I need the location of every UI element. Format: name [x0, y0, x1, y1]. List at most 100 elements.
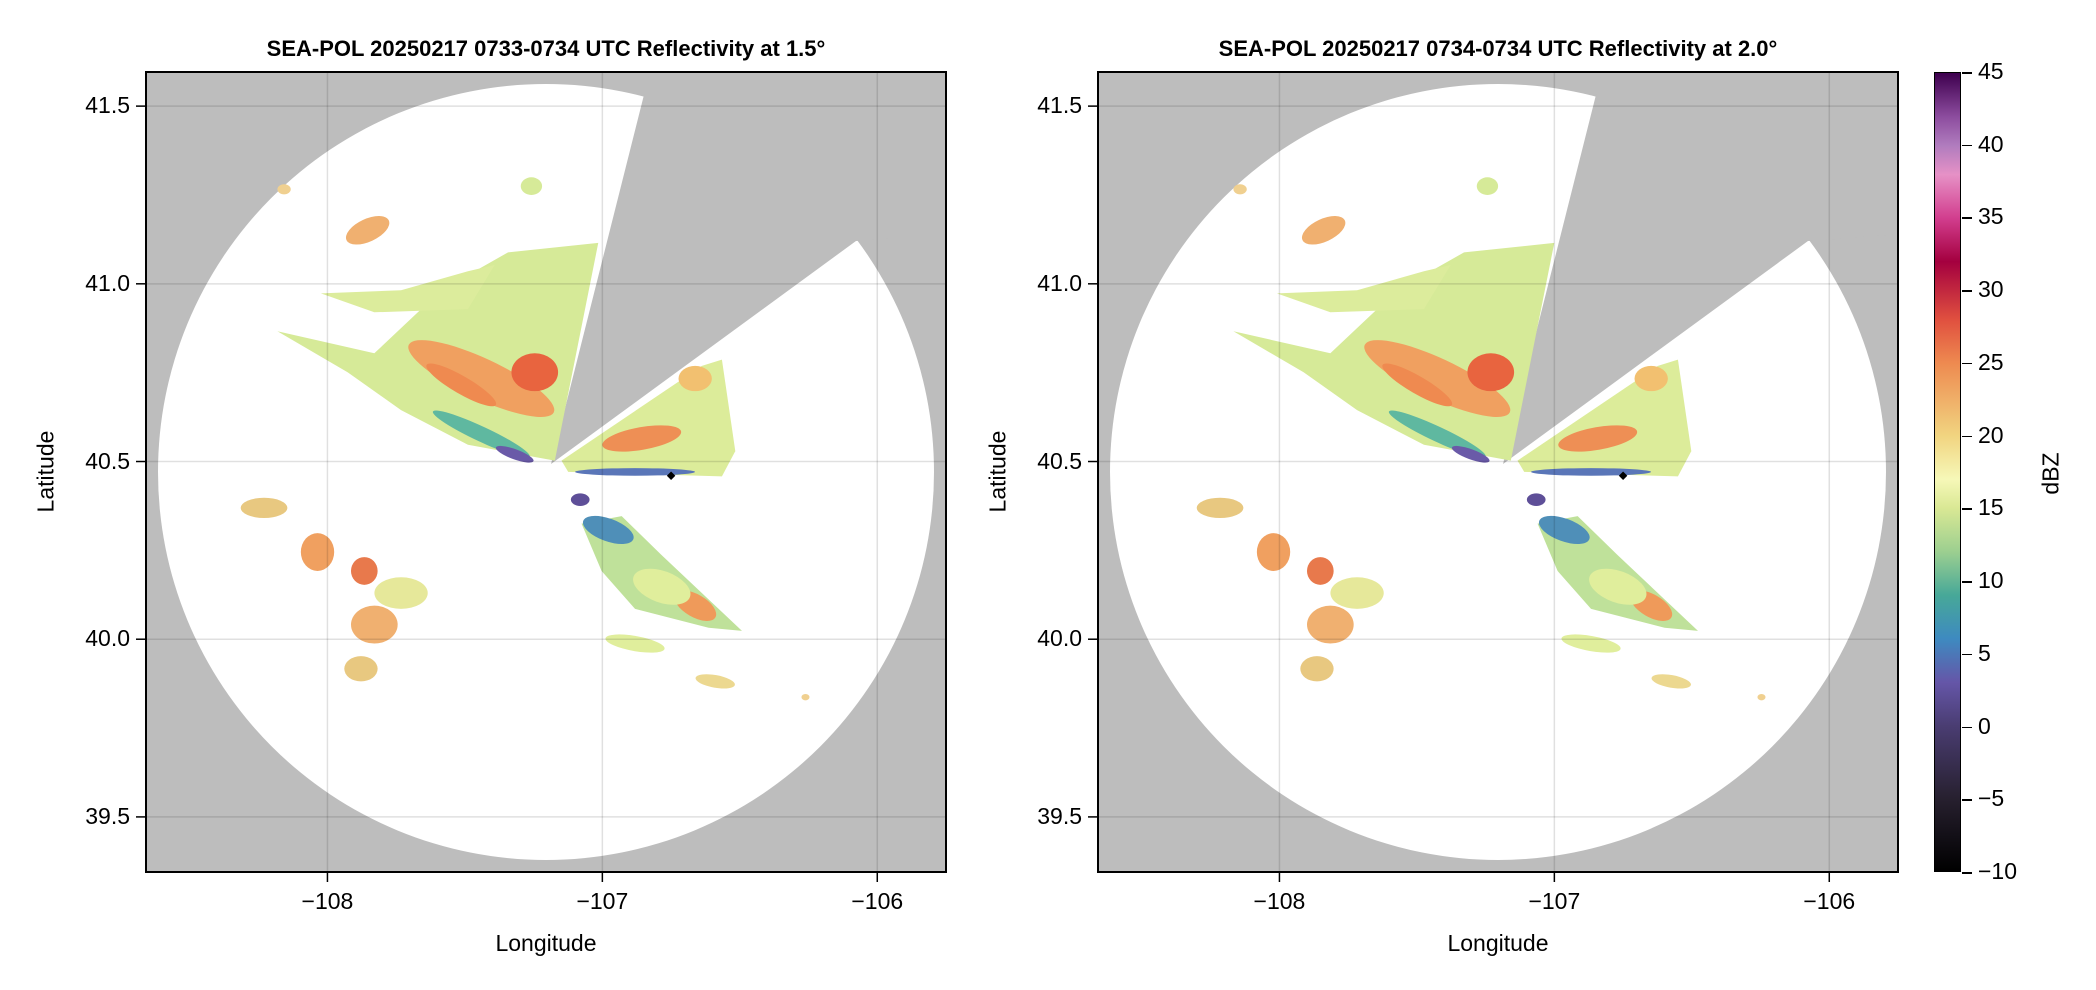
colorbar-tick-label: 5 [1978, 639, 1991, 666]
echo-edge [1538, 515, 1590, 545]
y-tick-label: 41.0 [1037, 269, 1082, 296]
echo-small [605, 634, 665, 653]
echo-small [1651, 674, 1691, 689]
radar-site-marker [1618, 471, 1628, 480]
echo-small [520, 177, 543, 195]
colorbar-tick [1962, 362, 1972, 365]
echo-small [1301, 216, 1346, 245]
echo-small [1476, 177, 1499, 195]
colorbar-tick [1962, 581, 1972, 583]
colorbar-tick-label: 35 [1978, 203, 2004, 230]
x-axis-label: Longitude [1447, 930, 1549, 956]
y-axis-label: Latitude [984, 430, 1011, 513]
reflectivity-plot-right: −108 −107 −106 39.5 40.0 40.5 41.0 41.5 Latitude… [985, 71, 1899, 956]
colorbar-tick-label: 15 [1978, 494, 2004, 521]
y-tick-label: 39.5 [1037, 802, 1082, 829]
x-tick-label: −108 [301, 888, 354, 914]
echo-small [801, 694, 810, 701]
x-axis-label: Longitude [495, 930, 597, 956]
y-tick-label: 40.0 [85, 625, 130, 652]
echo-small [1196, 497, 1244, 518]
echo-small [277, 184, 291, 195]
echo-small [374, 577, 428, 609]
echo-edge [432, 410, 530, 458]
colorbar [1934, 72, 1961, 872]
x-tick-label: −106 [1803, 888, 1856, 914]
colorbar-tick [1962, 435, 1972, 438]
x-tick-label: −108 [1253, 888, 1306, 914]
colorbar-tick-label: 40 [1978, 130, 2004, 157]
echo-edge [575, 468, 696, 476]
echo-core [1364, 340, 1511, 417]
plot-title-left: SEA-POL 20250217 0733-0734 UTC Reflectiv… [266, 36, 826, 61]
echo-core [633, 568, 691, 605]
echo-small [695, 674, 735, 689]
echo-small [350, 605, 398, 644]
plot-area [136, 72, 946, 882]
echo-core [1558, 425, 1638, 452]
blocked-sector [1503, 72, 1898, 464]
radar-site-marker [666, 471, 676, 480]
echo-n-band [320, 264, 495, 313]
plot-area [1088, 72, 1898, 882]
echo-small [300, 533, 335, 571]
echo-small [1307, 605, 1354, 644]
colorbar-tick [1962, 72, 1972, 74]
echo-edge [1526, 493, 1546, 506]
colorbar-tick [1962, 290, 1972, 292]
x-tick-label: −107 [576, 888, 629, 914]
colorbar-tick-label: 0 [1978, 712, 1991, 739]
echo-small [345, 216, 390, 245]
y-tick-label: 41.5 [85, 92, 130, 119]
echo-core [511, 353, 559, 392]
colorbar-tick-label: 45 [1978, 58, 2004, 84]
y-tick-label: 40.0 [1037, 625, 1082, 652]
echo-small [1256, 533, 1291, 571]
colorbar-tick [1962, 217, 1972, 219]
y-axis-label: Latitude [32, 430, 59, 513]
colorbar-tick [1962, 726, 1972, 729]
colorbar-tick-label: −5 [1978, 785, 2005, 812]
echo-small [1561, 634, 1621, 653]
x-tick-label: −107 [1528, 888, 1581, 914]
echo-small [240, 497, 288, 518]
y-tick-label: 41.5 [1037, 92, 1082, 119]
echo-core [1634, 365, 1668, 392]
echo-small [350, 557, 378, 585]
colorbar-tick [1962, 799, 1972, 801]
echo-small [1233, 184, 1247, 195]
echo-edge [1451, 445, 1490, 463]
colorbar-tick [1962, 653, 1972, 656]
echo-edge [1531, 468, 1652, 476]
echo-core [602, 425, 682, 452]
colorbar-tick-label: 10 [1978, 567, 2004, 594]
echo-edge [570, 493, 590, 506]
echo-n-band [1276, 264, 1451, 313]
echo-core [1589, 568, 1647, 605]
blocked-sector [551, 72, 946, 464]
y-tick-label: 41.0 [85, 269, 130, 296]
echo-core [1467, 353, 1515, 392]
colorbar-label: dBZ [2037, 452, 2064, 495]
colorbar-tick [1962, 144, 1972, 147]
echo-small [1306, 557, 1334, 585]
colorbar-tick [1962, 872, 1972, 874]
plot-title-right: SEA-POL 20250217 0734-0734 UTC Reflectiv… [1218, 36, 1778, 61]
x-tick-label: −106 [851, 888, 904, 914]
colorbar-tick-label: 30 [1978, 276, 2004, 303]
echo-edge [582, 515, 634, 545]
colorbar-tick-label: 20 [1978, 421, 2004, 448]
echo-edge [1388, 410, 1486, 458]
echo-core [426, 363, 497, 407]
colorbar-tick [1962, 508, 1972, 510]
echo-small [344, 656, 378, 682]
echo-edge [495, 445, 534, 463]
y-tick-label: 39.5 [85, 802, 130, 829]
echo-small [1330, 577, 1384, 609]
y-tick-label: 40.5 [1037, 447, 1082, 474]
echo-core [408, 340, 555, 417]
colorbar-tick-label: −10 [1978, 858, 2018, 884]
colorbar-tick-label: 25 [1978, 348, 2004, 375]
echo-core [678, 365, 712, 392]
echo-small [1300, 656, 1334, 682]
